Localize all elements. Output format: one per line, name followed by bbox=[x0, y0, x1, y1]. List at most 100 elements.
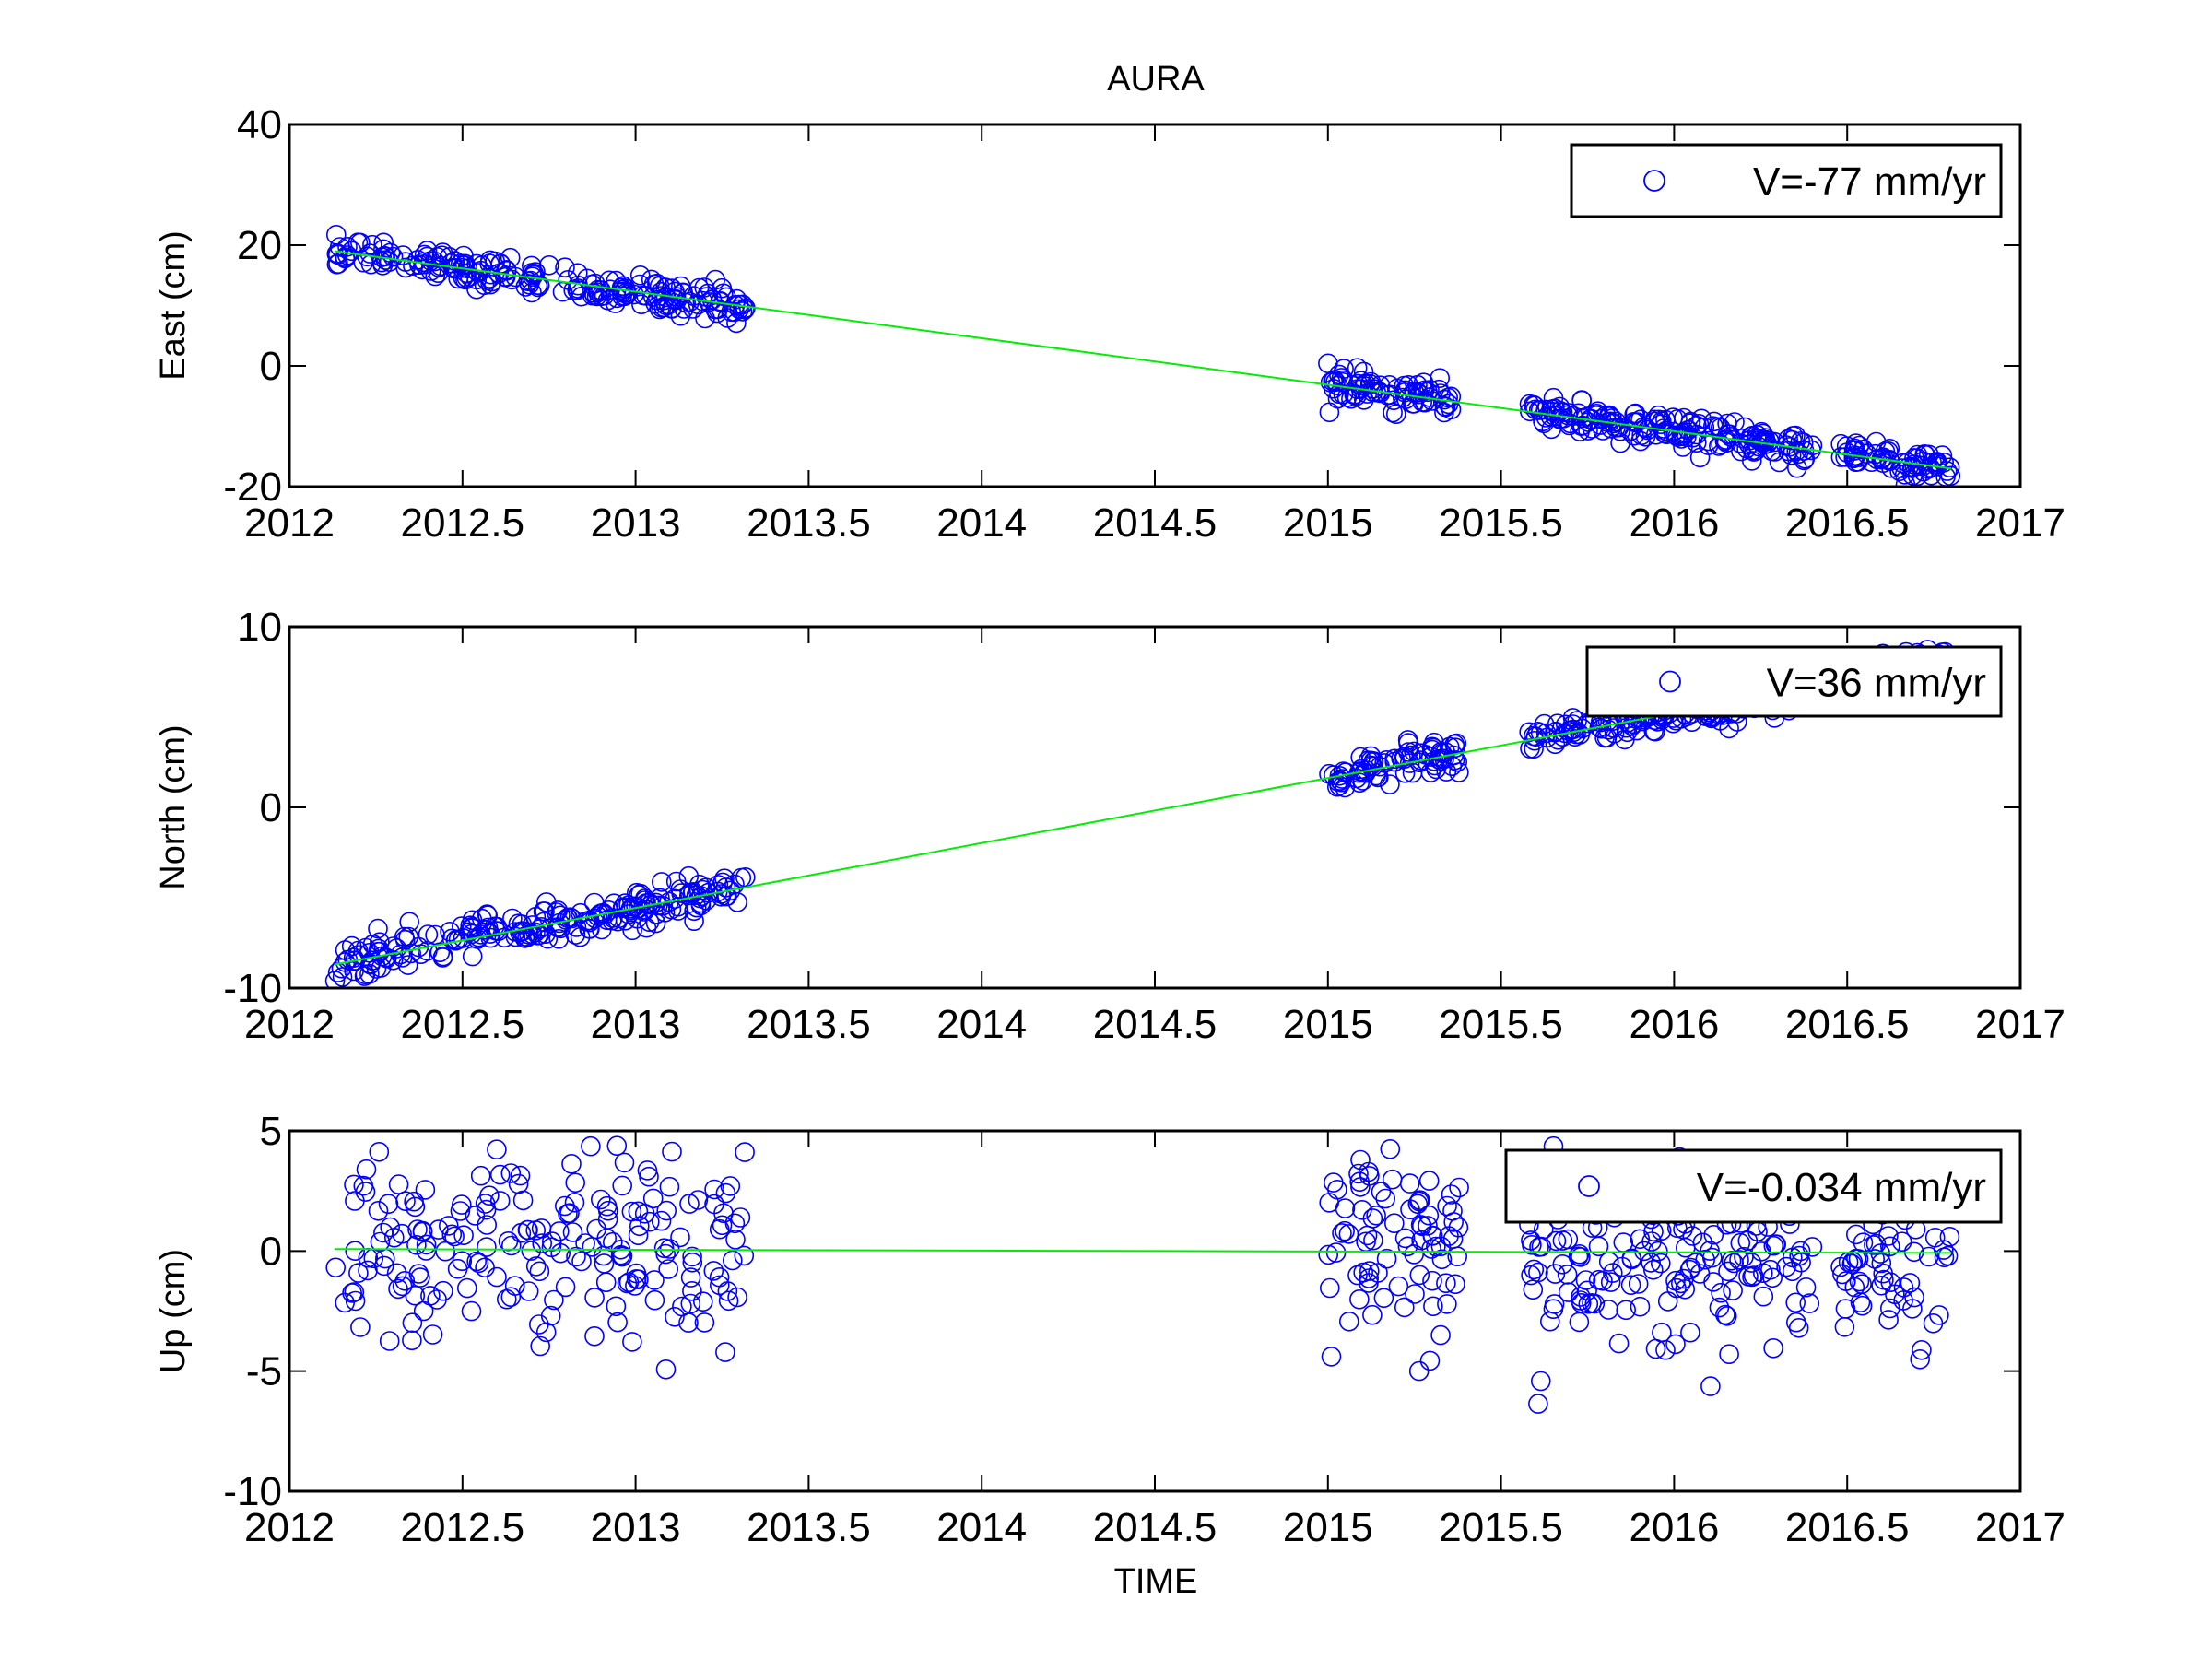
data-point bbox=[637, 1160, 658, 1181]
x-tick-label: 2015 bbox=[1283, 1505, 1373, 1550]
data-point bbox=[1442, 1229, 1464, 1249]
data-point bbox=[418, 941, 438, 961]
data-point bbox=[1327, 388, 1348, 409]
data-point bbox=[520, 270, 541, 291]
data-point bbox=[395, 257, 416, 278]
data-point bbox=[1912, 1340, 1932, 1360]
data-point bbox=[1562, 714, 1583, 735]
data-point bbox=[1616, 1300, 1636, 1321]
data-point bbox=[1834, 1317, 1855, 1337]
data-point bbox=[378, 1194, 399, 1214]
data-point bbox=[468, 1253, 489, 1274]
data-point bbox=[1641, 1231, 1662, 1252]
data-point bbox=[1645, 1338, 1666, 1359]
data-point bbox=[360, 253, 382, 275]
y-tick-label: 40 bbox=[237, 102, 282, 147]
data-point bbox=[510, 1165, 531, 1186]
data-point bbox=[705, 269, 726, 290]
x-tick-label: 2017 bbox=[1975, 1505, 2065, 1550]
data-point bbox=[1404, 1244, 1424, 1265]
data-point bbox=[682, 1281, 702, 1301]
data-point bbox=[344, 1174, 364, 1195]
y-tick-label: -10 bbox=[223, 966, 282, 1011]
data-point bbox=[584, 1326, 605, 1347]
data-point bbox=[692, 1291, 713, 1312]
data-point bbox=[356, 1159, 377, 1180]
data-point bbox=[416, 1241, 437, 1261]
data-point bbox=[644, 1270, 665, 1290]
data-point bbox=[727, 1287, 747, 1308]
data-point bbox=[694, 1312, 715, 1333]
x-tick-label: 2014.5 bbox=[1093, 500, 1218, 546]
data-point bbox=[388, 1278, 408, 1300]
data-point bbox=[558, 269, 579, 290]
data-point bbox=[1598, 1300, 1619, 1320]
data-point bbox=[1620, 420, 1641, 441]
data-point bbox=[1643, 1260, 1664, 1280]
data-point bbox=[1852, 1295, 1873, 1316]
data-point bbox=[718, 1290, 739, 1312]
data-point bbox=[1339, 1312, 1359, 1332]
data-point bbox=[1407, 374, 1428, 395]
data-point bbox=[1624, 404, 1644, 425]
data-point bbox=[425, 924, 445, 946]
data-point bbox=[1570, 724, 1591, 745]
data-point bbox=[713, 1203, 734, 1224]
data-point bbox=[1350, 1149, 1371, 1171]
data-point bbox=[500, 1163, 522, 1183]
data-point bbox=[386, 1263, 407, 1284]
data-point bbox=[1871, 449, 1892, 470]
data-point bbox=[370, 1231, 391, 1253]
data-point bbox=[425, 265, 446, 287]
x-tick-label: 2016.5 bbox=[1785, 1002, 1910, 1047]
data-point bbox=[1438, 394, 1459, 415]
data-point bbox=[465, 1206, 486, 1226]
data-point bbox=[407, 1219, 428, 1240]
data-point bbox=[1325, 1242, 1347, 1263]
data-point bbox=[1440, 736, 1460, 758]
data-point bbox=[1939, 1227, 1960, 1247]
data-point bbox=[470, 1165, 491, 1186]
data-point bbox=[1871, 1276, 1891, 1296]
data-point bbox=[1680, 1257, 1701, 1278]
data-point bbox=[1832, 1264, 1853, 1285]
data-point bbox=[495, 266, 516, 288]
data-point bbox=[1545, 1264, 1566, 1284]
data-point bbox=[612, 1175, 633, 1196]
data-point bbox=[1422, 1225, 1443, 1246]
x-tick-label: 2013.5 bbox=[747, 1002, 871, 1047]
data-point bbox=[373, 232, 394, 253]
data-point bbox=[722, 1250, 743, 1271]
data-point bbox=[584, 1288, 605, 1308]
data-point bbox=[1332, 769, 1352, 789]
x-tick-label: 2014 bbox=[936, 500, 1027, 546]
x-tick-label: 2013 bbox=[591, 1505, 681, 1550]
data-point bbox=[368, 918, 388, 939]
data-point bbox=[508, 913, 529, 935]
data-point bbox=[1630, 430, 1651, 452]
data-point bbox=[629, 1269, 649, 1289]
data-point bbox=[369, 1142, 390, 1162]
data-point bbox=[1588, 1269, 1609, 1290]
data-point bbox=[1382, 1169, 1403, 1190]
data-point bbox=[450, 1201, 471, 1221]
data-point bbox=[472, 255, 492, 276]
data-point bbox=[401, 943, 422, 964]
data-point bbox=[1347, 358, 1368, 379]
data-point bbox=[561, 1154, 582, 1174]
data-point bbox=[529, 1261, 550, 1282]
x-tick-label: 2016 bbox=[1629, 500, 1719, 546]
data-point bbox=[642, 1188, 664, 1209]
data-point bbox=[1531, 1371, 1551, 1392]
data-point bbox=[1562, 708, 1583, 728]
data-point bbox=[680, 1267, 701, 1288]
data-point bbox=[1362, 1304, 1382, 1325]
data-point bbox=[639, 1166, 659, 1187]
data-point bbox=[1719, 1344, 1739, 1364]
data-point bbox=[1335, 777, 1355, 798]
legend-marker bbox=[1643, 170, 1665, 192]
data-point bbox=[474, 275, 495, 296]
data-point bbox=[1567, 711, 1587, 731]
data-point bbox=[450, 253, 471, 274]
data-point bbox=[1436, 1273, 1456, 1293]
